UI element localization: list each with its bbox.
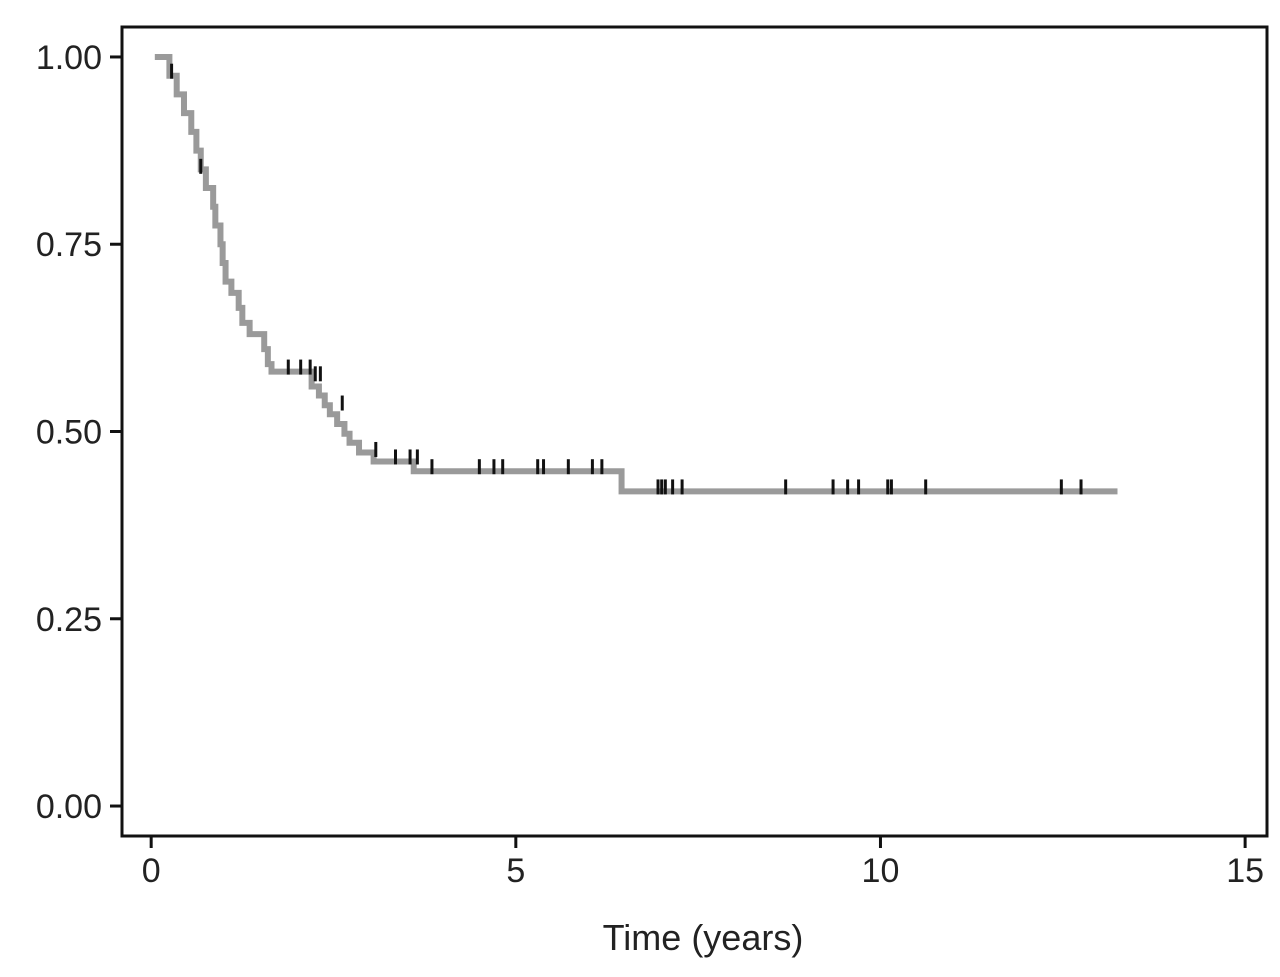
y-tick-label: 0.50 — [36, 414, 102, 452]
x-axis: 0 5 10 15 — [142, 836, 1264, 890]
x-axis-label: Time (years) — [603, 917, 804, 958]
x-tick-label: 5 — [506, 852, 525, 890]
x-tick-label: 10 — [862, 852, 900, 890]
x-tick-label: 0 — [142, 852, 161, 890]
censor-marks — [170, 63, 1083, 495]
plot-frame — [120, 25, 1269, 838]
y-axis: 0.00 0.25 0.50 0.75 1.00 — [36, 39, 122, 826]
survival-curve — [154, 53, 1118, 495]
y-tick-label: 0.00 — [36, 788, 102, 826]
y-tick-label: 0.25 — [36, 601, 102, 639]
y-tick-label: 0.75 — [36, 226, 102, 264]
x-tick-label: 15 — [1226, 852, 1264, 890]
y-tick-label: 1.00 — [36, 39, 102, 77]
